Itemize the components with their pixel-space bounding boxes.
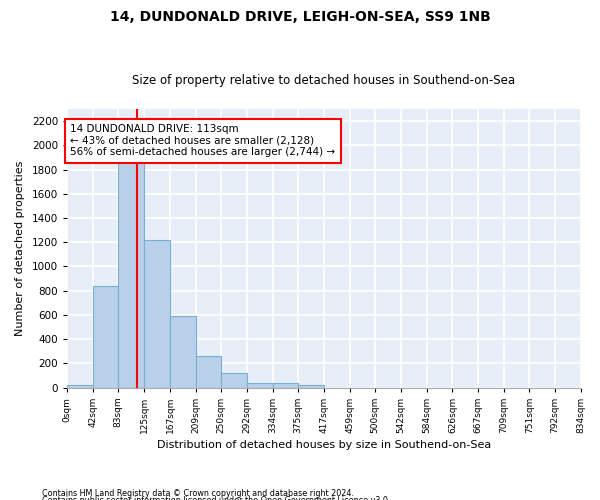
Bar: [67, 385, 93, 388]
Bar: [118, 146, 144, 388]
Bar: [247, 384, 272, 388]
Bar: [145, 240, 170, 388]
Bar: [273, 384, 298, 388]
Text: Contains HM Land Registry data © Crown copyright and database right 2024.: Contains HM Land Registry data © Crown c…: [42, 488, 354, 498]
Bar: [221, 373, 247, 388]
Bar: [93, 286, 118, 388]
Text: Contains public sector information licensed under the Open Government Licence v3: Contains public sector information licen…: [42, 496, 391, 500]
Bar: [170, 316, 196, 388]
Y-axis label: Number of detached properties: Number of detached properties: [15, 160, 25, 336]
Text: 14 DUNDONALD DRIVE: 113sqm
← 43% of detached houses are smaller (2,128)
56% of s: 14 DUNDONALD DRIVE: 113sqm ← 43% of deta…: [70, 124, 335, 158]
Bar: [298, 384, 324, 388]
Text: 14, DUNDONALD DRIVE, LEIGH-ON-SEA, SS9 1NB: 14, DUNDONALD DRIVE, LEIGH-ON-SEA, SS9 1…: [110, 10, 490, 24]
Title: Size of property relative to detached houses in Southend-on-Sea: Size of property relative to detached ho…: [132, 74, 515, 87]
X-axis label: Distribution of detached houses by size in Southend-on-Sea: Distribution of detached houses by size …: [157, 440, 491, 450]
Bar: [196, 356, 221, 388]
